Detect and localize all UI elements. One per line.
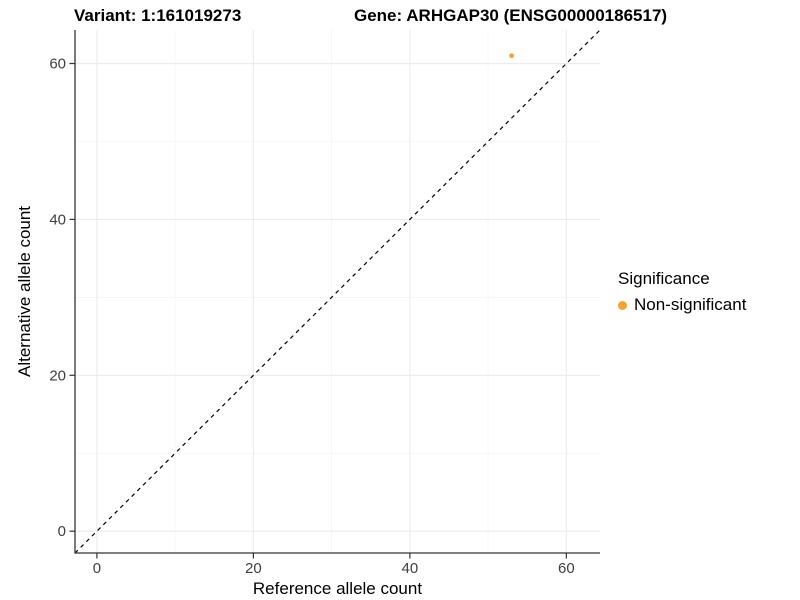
identity-dashed-line	[74, 29, 601, 554]
y-tick-label: 60	[49, 56, 66, 73]
y-tick-label: 20	[49, 367, 66, 384]
axis-lines	[74, 30, 600, 554]
legend-point-swatch	[618, 300, 627, 310]
legend-title: Significance	[618, 269, 710, 288]
y-tick-label: 0	[58, 523, 66, 540]
x-tick-label: 20	[245, 560, 262, 577]
y-tick-label: 40	[49, 211, 66, 228]
data-point	[509, 53, 514, 59]
legend-item-label: Non-significant	[634, 295, 747, 314]
y-axis-title: Alternative allele count	[15, 206, 34, 377]
legend-item-non-significant: Non-significant	[618, 295, 798, 315]
legend: Significance Non-significant	[618, 269, 798, 315]
x-axis-title: Reference allele count	[253, 579, 422, 598]
plot-title-gene: Gene: ARHGAP30 (ENSG00000186517)	[354, 6, 668, 25]
plot-title-variant: Variant: 1:161019273	[74, 6, 242, 25]
x-tick-label: 40	[402, 560, 419, 577]
x-tick-label: 60	[558, 560, 575, 577]
x-tick-label: 0	[93, 560, 101, 577]
